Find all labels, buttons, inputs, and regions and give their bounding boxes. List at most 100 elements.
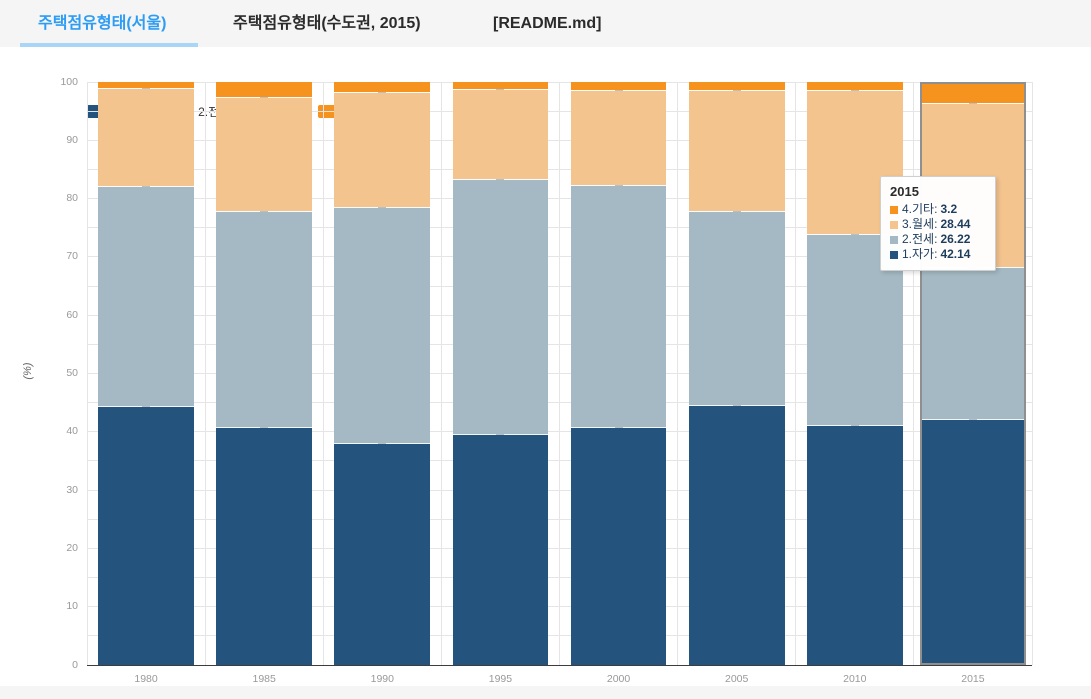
y-tick-label: 100 [60,75,78,88]
y-tick-label: 90 [66,133,78,146]
y-tick-label: 80 [66,192,78,205]
tooltip-row: 2.전세: 26.22 [890,232,986,247]
tooltip-series-label: 1.자가: [902,247,938,261]
bar-segment-2.전세-2005[interactable] [688,210,785,405]
x-tick-label: 1980 [134,673,158,685]
bar-column-2015 [914,82,1032,665]
bar-segment-2.전세-1995[interactable] [452,179,549,434]
bar-segment-4.기타-1985[interactable] [216,82,313,97]
bar-column-2000 [560,82,678,665]
y-tick-label: 20 [66,541,78,554]
stacked-bar-2000[interactable] [570,82,667,665]
gridline-vertical [677,82,679,665]
y-tick-label: 40 [66,425,78,438]
tooltip-series-label: 4.기타: [902,202,938,216]
gridline-vertical [322,82,324,665]
gridline-vertical [795,82,797,665]
stacked-bar-1985[interactable] [216,82,313,665]
active-tab-underline [20,43,198,47]
tooltip-series-value: 3.2 [940,202,958,216]
bar-segment-4.기타-2000[interactable] [570,82,667,90]
bar-segment-3.월세-1985[interactable] [216,96,313,212]
bar-segment-1.자가-2005[interactable] [688,404,785,665]
bar-column-2010 [796,82,914,665]
tooltip-title: 2015 [890,184,919,199]
bar-segment-1.자가-2015[interactable] [922,418,1024,663]
tooltip-series-value: 42.14 [940,247,971,261]
tooltip-row: 3.월세: 28.44 [890,217,986,232]
x-tick-label: 1990 [370,673,394,685]
bar-segment-2.전세-2015[interactable] [922,267,1024,419]
chart-area: 1.자가 2.전세 3.월세 4.기타 (%) 0102030405060708… [0,47,1091,686]
tooltip-series-swatch-icon [890,220,898,229]
bar-segment-1.자가-1985[interactable] [216,426,313,665]
bar-segment-3.월세-1980[interactable] [98,88,194,187]
bar-segment-3.월세-1990[interactable] [334,92,431,208]
x-tick-label: 2005 [725,673,749,685]
tooltip-series-swatch-icon [890,250,898,259]
stacked-bar-1995[interactable] [452,82,549,665]
x-tick-label: 2015 [961,673,985,685]
gridline-vertical [559,82,560,665]
x-tick-label: 2000 [606,673,631,685]
bar-segment-4.기타-2015[interactable] [922,84,1024,103]
plot-area: 0 10 20 30 40 50 60 70 80 90 100 1980 1985 1990 1995 20… [60,76,1033,685]
tooltip-series-swatch-icon [890,205,898,214]
hover-tooltip: 2015 4.기타: 3.2 3.월세: 28.44 2.전세: 26.22 1.자가: 42… [880,176,996,271]
x-tick-label: 1985 [252,673,276,685]
bar-segment-3.월세-1995[interactable] [452,88,549,180]
y-tick-label: 50 [66,367,78,379]
gridline-vertical [440,82,442,665]
y-tick-label: 30 [66,483,78,496]
x-tick-label: 1995 [488,673,513,685]
bar-segment-1.자가-2000[interactable] [570,426,667,665]
bar-segment-1.자가-1990[interactable] [334,443,431,665]
bar-segment-4.기타-2010[interactable] [806,82,903,90]
bar-column-1985 [205,82,323,665]
tooltip-rows: 4.기타: 3.2 3.월세: 28.44 2.전세: 26.22 1.자가: 42.14 [890,202,986,262]
stacked-bar-1980[interactable] [98,82,194,665]
bar-segment-3.월세-2000[interactable] [570,89,667,186]
y-tick-label: 70 [66,250,78,263]
tooltip-series-label: 2.전세: [902,232,938,246]
tooltip-series-swatch-icon [890,235,898,244]
bar-segment-1.자가-1995[interactable] [452,433,549,665]
x-tick-label: 2010 [843,673,867,685]
y-tick-label: 10 [66,600,78,613]
y-tick-label: 0 [72,658,78,671]
tooltip-series-value: 26.22 [940,232,971,246]
bar-column-1990 [323,82,441,665]
bar-segment-2.전세-1990[interactable] [334,207,431,444]
tooltip-row: 4.기타: 3.2 [890,202,986,217]
bar-segment-3.월세-2005[interactable] [688,89,785,211]
tab-readme[interactable]: [README.md] [493,15,602,32]
bar-segment-2.전세-1985[interactable] [216,211,313,427]
stacked-bar-1990[interactable] [334,82,431,665]
gridline-vertical [204,82,206,665]
bar-segment-4.기타-2005[interactable] [688,82,785,90]
bar-segment-4.기타-1980[interactable] [98,82,194,89]
stacked-bar-2015[interactable] [920,82,1026,665]
tab-sudogwon-2015[interactable]: 주택점유형태(수도권, 2015) [233,15,421,32]
bar-column-1980 [87,82,205,665]
stacked-bar-2005[interactable] [688,82,785,665]
bar-column-2005 [678,82,796,665]
y-axis-title: (%) [22,362,34,380]
tooltip-series-label: 3.월세: [902,217,938,231]
bar-column-1995 [441,82,559,665]
stacked-bar-2010[interactable] [806,82,903,665]
y-tick-label: 60 [66,308,78,321]
gridline-vertical [86,82,88,665]
gridline-vertical [1031,82,1033,665]
footer-strip [0,686,1091,699]
tab-seoul[interactable]: 주택점유형태(서울) [38,15,167,32]
bar-segment-2.전세-2000[interactable] [570,185,667,427]
bar-segment-2.전세-1980[interactable] [98,186,194,406]
bar-segment-1.자가-2010[interactable] [806,425,903,665]
bar-segment-4.기타-1990[interactable] [334,82,431,93]
gridline-vertical [913,82,915,665]
bar-segment-4.기타-1995[interactable] [452,82,549,89]
tab-bar: 주택점유형태(서울) 주택점유형태(수도권, 2015) [README.md] [0,0,1091,48]
bar-segment-1.자가-1980[interactable] [98,405,194,665]
tooltip-row: 1.자가: 42.14 [890,247,986,262]
